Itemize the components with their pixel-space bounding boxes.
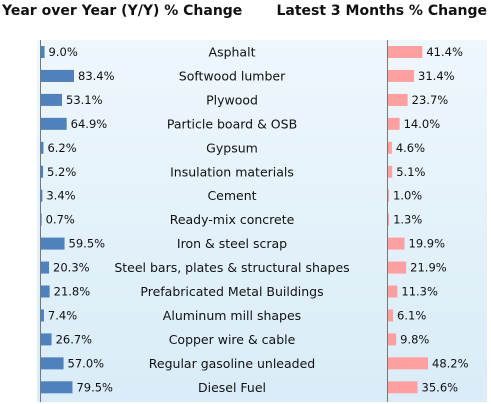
yoy-value-label-ready-mix-concrete: 0.7% xyxy=(46,213,75,227)
category-label-ready-mix-concrete: Ready-mix concrete xyxy=(170,212,295,227)
latest-3-months-bar-iron-steel-scrap xyxy=(388,237,405,250)
latest-3-months-bar-steel-bars-plates-structural-shapes xyxy=(388,261,407,274)
category-label-steel-bars-plates-structural-shapes: Steel bars, plates & structural shapes xyxy=(114,260,349,275)
category-label-asphalt: Asphalt xyxy=(209,45,256,60)
category-label-iron-steel-scrap: Iron & steel scrap xyxy=(177,236,287,251)
category-label-diesel-fuel: Diesel Fuel xyxy=(198,380,266,395)
latest-3-months-value-label-gypsum: 4.6% xyxy=(396,141,425,155)
yoy-value-label-insulation-materials: 5.2% xyxy=(47,165,76,179)
yoy-value-label-prefabricated-metal-buildings: 21.8% xyxy=(54,285,91,299)
yoy-value-label-steel-bars-plates-structural-shapes: 20.3% xyxy=(53,261,90,275)
yoy-bar-insulation-materials xyxy=(41,165,44,178)
yoy-bar-steel-bars-plates-structural-shapes xyxy=(41,261,50,274)
latest-3-months-axis-line xyxy=(387,40,388,402)
latest-3-months-bar-softwood-lumber xyxy=(388,69,415,82)
latest-3-months-value-label-cement: 1.0% xyxy=(393,189,422,203)
latest-3-months-bar-gypsum xyxy=(388,141,392,154)
latest-3-months-bar-aluminum-mill-shapes xyxy=(388,309,394,322)
yoy-bar-diesel-fuel xyxy=(41,381,73,394)
yoy-bar-iron-steel-scrap xyxy=(41,237,65,250)
yoy-value-label-diesel-fuel: 79.5% xyxy=(76,380,113,394)
latest-3-months-bar-insulation-materials xyxy=(388,165,393,178)
yoy-value-label-cement: 3.4% xyxy=(46,189,75,203)
yoy-bar-asphalt xyxy=(41,46,45,58)
category-label-cement: Cement xyxy=(207,188,256,203)
latest-3-months-bar-copper-wire-cable xyxy=(388,333,397,346)
yoy-value-label-asphalt: 9.0% xyxy=(49,45,78,59)
latest-3-months-series-title: Latest 3 Months % Change xyxy=(276,3,487,19)
yoy-series-title: Year over Year (Y/Y) % Change xyxy=(2,3,243,19)
yoy-value-label-particle-board-osb: 64.9% xyxy=(71,117,108,131)
category-label-prefabricated-metal-buildings: Prefabricated Metal Buildings xyxy=(140,284,323,299)
yoy-bar-plywood xyxy=(41,93,63,106)
yoy-bar-cement xyxy=(41,189,43,202)
latest-3-months-value-label-plywood: 23.7% xyxy=(412,93,449,107)
category-label-copper-wire-cable: Copper wire & cable xyxy=(169,332,296,347)
yoy-bar-particle-board-osb xyxy=(41,117,67,130)
latest-3-months-bar-particle-board-osb xyxy=(388,117,400,130)
latest-3-months-value-label-softwood-lumber: 31.4% xyxy=(418,69,455,83)
yoy-axis-line xyxy=(40,40,41,402)
latest-3-months-bar-prefabricated-metal-buildings xyxy=(388,285,398,298)
yoy-value-label-copper-wire-cable: 26.7% xyxy=(56,332,93,346)
category-label-softwood-lumber: Softwood lumber xyxy=(179,68,286,83)
yoy-value-label-regular-gasoline-unleaded: 57.0% xyxy=(68,356,105,370)
yoy-bar-softwood-lumber xyxy=(41,69,74,82)
latest-3-months-value-label-asphalt: 41.4% xyxy=(426,45,463,59)
latest-3-months-bar-cement xyxy=(388,189,389,202)
latest-3-months-value-label-diesel-fuel: 35.6% xyxy=(422,380,459,394)
category-label-aluminum-mill-shapes: Aluminum mill shapes xyxy=(163,308,301,323)
latest-3-months-bar-diesel-fuel xyxy=(388,381,418,394)
latest-3-months-value-label-aluminum-mill-shapes: 6.1% xyxy=(397,308,426,322)
category-label-gypsum: Gypsum xyxy=(206,140,258,155)
category-label-plywood: Plywood xyxy=(206,92,258,107)
yoy-bar-regular-gasoline-unleaded xyxy=(41,357,64,370)
yoy-value-label-softwood-lumber: 83.4% xyxy=(78,69,115,83)
latest-3-months-value-label-iron-steel-scrap: 19.9% xyxy=(409,237,446,251)
category-panel-background xyxy=(78,40,385,402)
latest-3-months-value-label-steel-bars-plates-structural-shapes: 21.9% xyxy=(410,261,447,275)
latest-3-months-value-label-regular-gasoline-unleaded: 48.2% xyxy=(432,356,469,370)
yoy-value-label-gypsum: 6.2% xyxy=(47,141,76,155)
latest-3-months-bar-ready-mix-concrete xyxy=(388,213,390,226)
latest-3-months-value-label-copper-wire-cable: 9.8% xyxy=(400,332,429,346)
yoy-bar-ready-mix-concrete xyxy=(41,213,42,226)
yoy-value-label-iron-steel-scrap: 59.5% xyxy=(69,237,106,251)
yoy-bar-gypsum xyxy=(41,141,44,154)
yoy-value-label-plywood: 53.1% xyxy=(66,93,103,107)
latest-3-months-value-label-insulation-materials: 5.1% xyxy=(396,165,425,179)
yoy-bar-prefabricated-metal-buildings xyxy=(41,285,50,298)
yoy-bar-copper-wire-cable xyxy=(41,333,52,346)
yoy-bar-aluminum-mill-shapes xyxy=(41,309,44,322)
latest-3-months-bar-regular-gasoline-unleaded xyxy=(388,357,428,370)
category-label-insulation-materials: Insulation materials xyxy=(170,164,294,179)
category-label-particle-board-osb: Particle board & OSB xyxy=(167,116,297,131)
latest-3-months-bar-plywood xyxy=(388,93,408,106)
latest-3-months-bar-asphalt xyxy=(388,46,423,58)
latest-3-months-value-label-ready-mix-concrete: 1.3% xyxy=(393,213,422,227)
category-label-regular-gasoline-unleaded: Regular gasoline unleaded xyxy=(149,356,315,371)
latest-3-months-value-label-prefabricated-metal-buildings: 11.3% xyxy=(401,285,438,299)
latest-3-months-value-label-particle-board-osb: 14.0% xyxy=(404,117,441,131)
yoy-value-label-aluminum-mill-shapes: 7.4% xyxy=(48,308,77,322)
